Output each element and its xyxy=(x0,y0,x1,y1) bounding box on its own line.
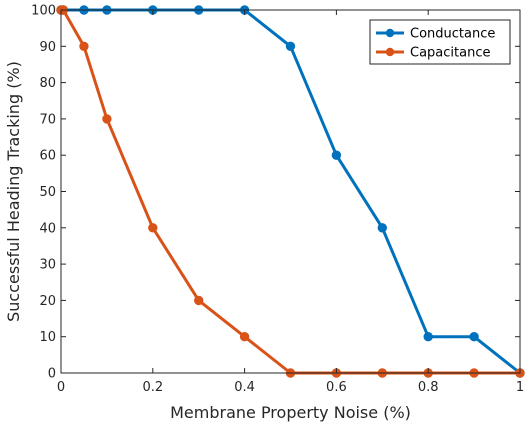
legend: Conductance Capacitance xyxy=(369,19,511,65)
capacitance-point xyxy=(79,41,89,51)
y-tick-label: 80 xyxy=(39,76,56,91)
y-axis-title: Successful Heading Tracking (%) xyxy=(4,61,23,322)
y-tick-label: 10 xyxy=(39,330,56,345)
legend-box xyxy=(369,19,511,65)
y-tick-label: 60 xyxy=(39,149,56,164)
y-tick-label: 20 xyxy=(39,294,56,309)
x-tick-label: 0.8 xyxy=(418,380,439,395)
y-tick-label: 40 xyxy=(39,221,56,236)
conductance-point xyxy=(469,332,479,342)
y-tick-label: 30 xyxy=(39,258,56,273)
legend-swatch-marker-capacitance xyxy=(385,47,395,57)
y-tick-label: 100 xyxy=(31,4,56,19)
x-tick-label: 0.2 xyxy=(142,380,163,395)
capacitance-point xyxy=(239,332,250,342)
x-tick-label: 0 xyxy=(57,380,65,395)
conductance-point xyxy=(377,223,387,233)
conductance-point xyxy=(285,41,296,51)
y-tick-label: 70 xyxy=(39,112,56,127)
conductance-point xyxy=(423,332,433,342)
capacitance-point xyxy=(102,114,112,124)
capacitance-point xyxy=(194,295,204,306)
x-axis-title: Membrane Property Noise (%) xyxy=(170,403,411,422)
y-tick-label: 90 xyxy=(39,40,56,55)
legend-label-capacitance: Capacitance xyxy=(410,46,490,61)
x-tick-label: 0.4 xyxy=(234,380,255,395)
y-tick-label: 50 xyxy=(39,185,56,200)
conductance-point xyxy=(331,150,342,160)
y-tick-label: 0 xyxy=(48,367,56,382)
legend-swatch-marker-conductance xyxy=(385,28,395,38)
x-tick-label: 1 xyxy=(516,380,524,395)
legend-label-conductance: Conductance xyxy=(410,27,495,42)
capacitance-point xyxy=(148,223,158,233)
x-tick-label: 0.6 xyxy=(326,380,347,395)
